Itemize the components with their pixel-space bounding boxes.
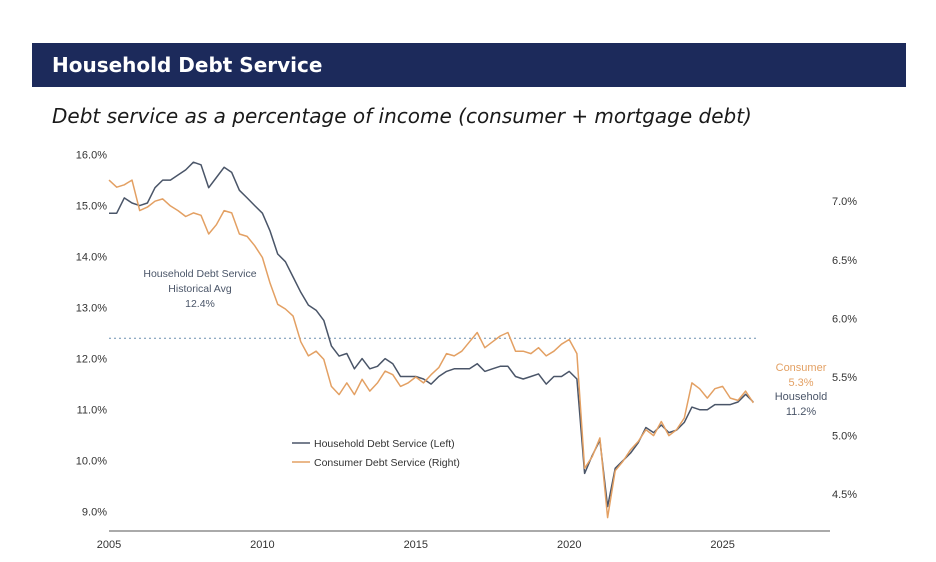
y-right-tick-label: 5.5% xyxy=(832,372,857,384)
page-title: Household Debt Service xyxy=(52,53,323,77)
consumer-end-label: Consumer xyxy=(776,362,827,374)
y-right-tick-label: 4.5% xyxy=(832,489,857,501)
historical-avg-label-line2: Historical Avg xyxy=(168,283,232,295)
title-bar: Household Debt Service xyxy=(32,43,906,87)
x-tick-label: 2010 xyxy=(250,539,274,551)
consumer-end-value: 5.3% xyxy=(788,377,813,389)
y-right-tick-label: 6.0% xyxy=(832,313,857,325)
y-right-tick-label: 7.0% xyxy=(832,196,857,208)
y-left-tick-label: 15.0% xyxy=(76,201,107,213)
legend-label-household: Household Debt Service (Left) xyxy=(314,438,455,450)
x-tick-label: 2015 xyxy=(404,539,428,551)
historical-avg-label-line1: Household Debt Service xyxy=(143,268,256,280)
x-tick-label: 2005 xyxy=(97,539,121,551)
y-left-tick-label: 13.0% xyxy=(76,303,107,315)
y-right-tick-label: 6.5% xyxy=(832,255,857,267)
household-debt-service-line xyxy=(109,161,754,508)
legend-label-consumer: Consumer Debt Service (Right) xyxy=(314,457,460,469)
y-left-tick-label: 14.0% xyxy=(76,252,107,264)
legend: Household Debt Service (Left) Consumer D… xyxy=(292,438,460,469)
annotations: Household Debt Service Historical Avg 12… xyxy=(143,268,827,418)
y-left-tick-label: 10.0% xyxy=(76,456,107,468)
consumer-debt-service-line xyxy=(108,179,754,519)
y-left-tick-label: 16.0% xyxy=(76,150,107,162)
historical-avg-value: 12.4% xyxy=(185,298,215,310)
axes: 2005 2010 2015 2020 2025 16.0% 15.0% 14.0% 13.0%… xyxy=(76,150,857,551)
household-end-label: Household xyxy=(775,391,828,403)
y-left-tick-label: 11.0% xyxy=(77,405,108,417)
chart-subtitle: Debt service as a percentage of income (… xyxy=(52,104,752,128)
y-left-tick-label: 9.0% xyxy=(82,507,107,519)
x-tick-label: 2025 xyxy=(710,539,734,551)
series-group xyxy=(108,161,754,519)
x-tick-label: 2020 xyxy=(557,539,581,551)
y-left-tick-label: 12.0% xyxy=(76,354,107,366)
household-end-value: 11.2% xyxy=(786,406,817,418)
y-right-tick-label: 5.0% xyxy=(832,431,857,443)
